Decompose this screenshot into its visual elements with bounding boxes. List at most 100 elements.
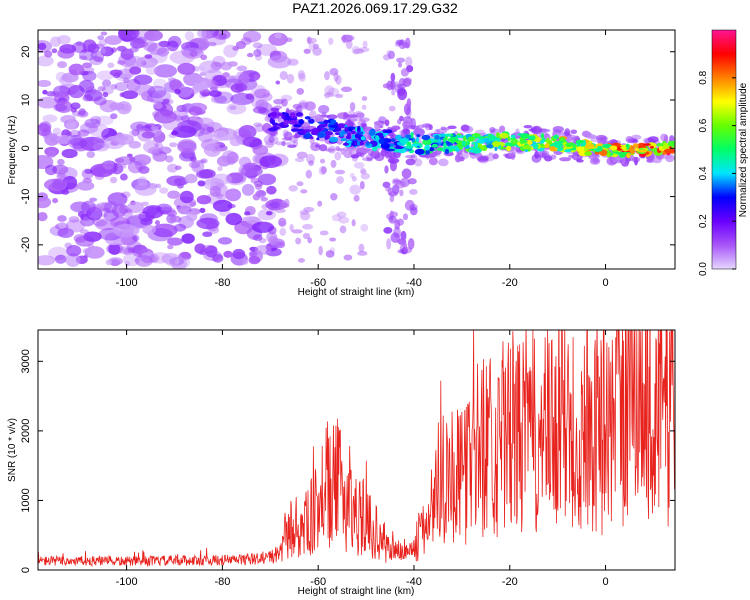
noise-cell — [319, 158, 326, 164]
noise-cell — [226, 102, 247, 115]
ridge-core-cell — [391, 138, 396, 143]
noise-cell — [167, 244, 174, 250]
colorbar-frame — [711, 29, 737, 270]
noise-cell — [393, 226, 401, 238]
ridge-core-cell — [468, 149, 474, 153]
ridge-halo-cell — [544, 155, 553, 162]
noise-cell — [103, 200, 118, 214]
noise-cell — [114, 157, 125, 163]
noise-cell — [73, 234, 87, 243]
ridge-halo-cell — [392, 151, 401, 159]
ridge-halo-cell — [563, 131, 570, 137]
noise-cell — [299, 209, 310, 216]
line-xtick-label: -20 — [502, 576, 518, 588]
heatmap-cells — [38, 30, 675, 269]
noise-cell — [132, 234, 140, 242]
noise-cell — [180, 251, 191, 260]
noise-cell — [202, 231, 213, 238]
noise-cell — [261, 204, 268, 210]
ridge-halo-cell — [281, 140, 286, 147]
ridge-core-cell — [309, 119, 314, 123]
colorbar-tick-label: 0.6 — [698, 118, 709, 132]
noise-cell — [51, 178, 67, 190]
noise-cell — [303, 48, 311, 54]
noise-cell — [108, 243, 121, 255]
noise-cell — [147, 42, 168, 55]
noise-cell — [297, 258, 306, 263]
ridge-core-cell — [347, 128, 353, 132]
heatmap-ytick-label: -10 — [20, 189, 32, 205]
noise-cell — [278, 220, 286, 226]
ridge-halo-cell — [510, 151, 516, 161]
ridge-halo-cell — [660, 133, 668, 142]
noise-cell — [46, 150, 57, 158]
noise-cell — [38, 255, 56, 266]
noise-cell — [253, 73, 260, 79]
ridge-halo-cell — [559, 157, 572, 162]
noise-cell — [402, 213, 409, 221]
ridge-core-cell — [328, 136, 339, 143]
noise-cell — [38, 211, 48, 222]
line-ytick-label: 1000 — [20, 488, 32, 512]
noise-cell — [350, 172, 355, 179]
ridge-core-cell — [416, 134, 421, 138]
noise-cell — [382, 54, 391, 61]
ridge-core-cell — [656, 143, 664, 147]
ridge-core-cell — [271, 119, 276, 126]
noise-cell — [96, 70, 114, 81]
ridge-core-cell — [424, 144, 431, 151]
noise-cell — [308, 160, 315, 167]
noise-cell — [353, 48, 365, 54]
noise-cell — [235, 83, 248, 92]
ridge-core-cell — [487, 134, 496, 141]
ridge-core-cell — [472, 133, 481, 138]
noise-cell — [121, 90, 139, 100]
noise-cell — [208, 90, 222, 97]
ridge-halo-cell — [619, 158, 625, 162]
ridge-core-cell — [281, 111, 286, 115]
noise-cell — [355, 112, 365, 118]
noise-cell — [129, 156, 136, 163]
noise-cell — [320, 166, 327, 175]
noise-cell — [155, 203, 173, 214]
ridge-core-cell — [549, 146, 557, 152]
chart-title: PAZ1.2026.069.17.29.G32 — [292, 0, 458, 16]
ridge-halo-cell — [391, 125, 401, 131]
noise-cell — [274, 208, 286, 213]
noise-cell — [53, 103, 68, 112]
noise-cell — [198, 169, 216, 179]
noise-cell — [324, 93, 331, 99]
noise-cell — [57, 158, 65, 166]
line-xtick-label: -60 — [310, 576, 326, 588]
noise-cell — [38, 123, 51, 137]
noise-cell — [151, 223, 178, 238]
ridge-core-cell — [276, 123, 283, 126]
ridge-core-cell — [345, 135, 352, 140]
ridge-core-cell — [457, 141, 462, 148]
noise-cell — [212, 75, 222, 80]
noise-cell — [46, 91, 56, 97]
ridge-core-cell — [507, 136, 511, 142]
noise-cell — [120, 48, 134, 60]
noise-cell — [109, 176, 118, 184]
ridge-halo-cell — [371, 149, 380, 156]
noise-cell — [165, 155, 174, 163]
noise-cell — [124, 260, 131, 267]
noise-cell — [68, 63, 85, 76]
ridge-halo-cell — [619, 155, 626, 165]
ridge-core-cell — [520, 133, 530, 139]
ridge-core-cell — [461, 140, 466, 147]
noise-cell — [194, 243, 206, 254]
ridge-core-cell — [626, 152, 631, 159]
ridge-core-cell — [323, 120, 328, 124]
noise-cell — [253, 180, 264, 187]
ridge-core-cell — [421, 134, 431, 141]
noise-cell — [96, 202, 112, 211]
noise-cell — [299, 211, 311, 221]
noise-cell — [252, 234, 263, 241]
ridge-core-cell — [304, 116, 311, 120]
noise-cell — [89, 197, 98, 202]
ridge-halo-cell — [631, 134, 642, 140]
noise-cell — [177, 140, 197, 154]
noise-cell — [211, 95, 227, 104]
